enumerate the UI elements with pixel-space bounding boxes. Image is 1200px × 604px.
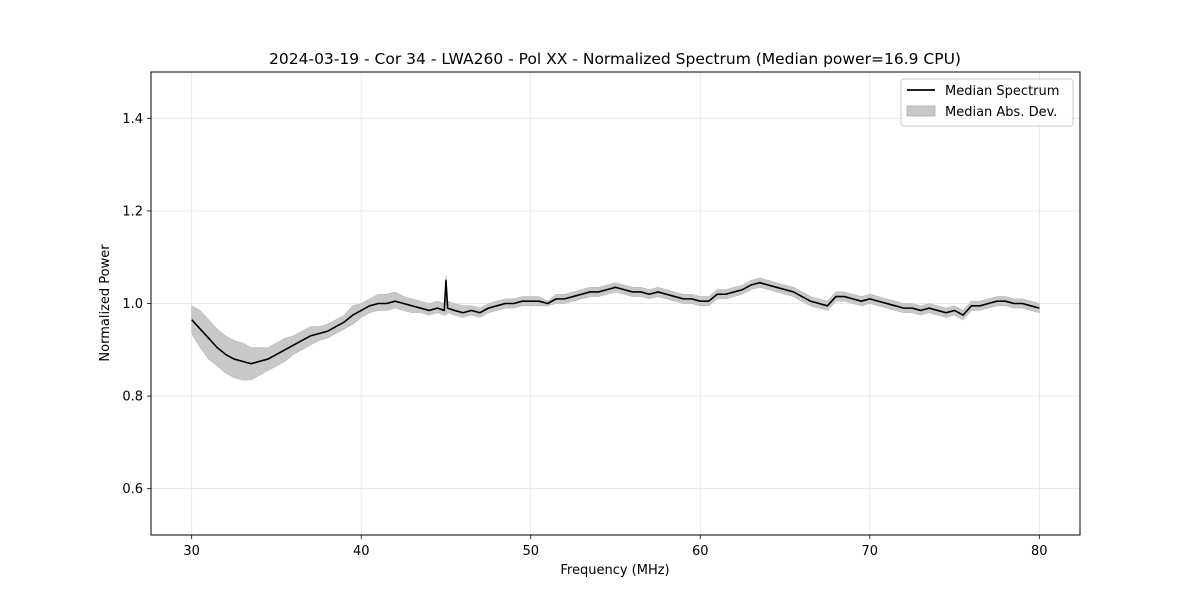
x-tick-label: 70 [862,544,879,559]
legend-label-median-abs-dev: Median Abs. Dev. [945,105,1057,120]
x-tick-label: 80 [1031,544,1048,559]
legend: Median Spectrum Median Abs. Dev. [900,78,1074,127]
x-tick-label: 40 [353,544,370,559]
x-axis-label: Frequency (MHz) [560,563,669,578]
mad-band-layer [191,275,1040,381]
y-tick-label: 1.4 [122,112,143,127]
y-tick-label: 0.6 [122,482,143,497]
y-axis: 0.6 0.8 1.0 1.2 1.4 [122,112,151,497]
median-line-layer [191,279,1040,365]
legend-label-median-spectrum: Median Spectrum [945,84,1059,99]
x-tick-label: 30 [183,544,200,559]
x-axis: 30 40 50 60 70 80 [183,535,1048,559]
y-tick-label: 0.8 [122,390,143,405]
chart-title: 2024-03-19 - Cor 34 - LWA260 - Pol XX - … [269,50,961,68]
legend-mad-band-swatch [906,105,936,117]
mad-band [191,275,1040,381]
median-spectrum-line [191,279,1040,365]
y-axis-label: Normalized Power [98,244,113,362]
x-tick-label: 60 [692,544,709,559]
x-tick-label: 50 [522,544,539,559]
y-tick-label: 1.0 [122,297,143,312]
y-tick-label: 1.2 [122,204,143,219]
legend-box [900,78,1074,127]
